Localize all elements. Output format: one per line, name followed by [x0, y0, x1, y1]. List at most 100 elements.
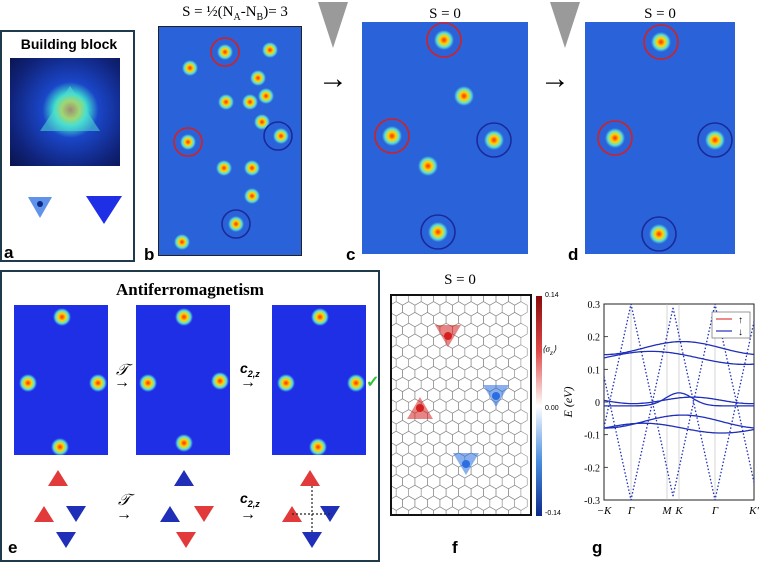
adatom [651, 32, 671, 52]
lattice-cell [420, 420, 434, 436]
colorbar-mid: 0.00 [545, 405, 559, 412]
lattice-cell [452, 430, 466, 446]
lattice-cell [402, 495, 416, 511]
afm-config-3-adatoms [277, 308, 365, 455]
lattice-cell [458, 333, 472, 349]
lattice-cell [395, 296, 410, 306]
lattice-cell [433, 312, 447, 328]
lattice-cell [514, 474, 528, 490]
adatom [89, 374, 107, 392]
x-tick-label: M [661, 505, 672, 517]
lattice-cell [495, 506, 509, 514]
lattice-cell [395, 420, 410, 436]
panel-e-title: Antiferromagnetism [116, 280, 264, 299]
lattice-cell [427, 344, 441, 360]
lattice-cell [501, 474, 515, 490]
adatom [347, 374, 365, 392]
adatom [244, 160, 260, 176]
adatom [228, 216, 244, 232]
lattice-cell [495, 420, 509, 436]
building-block-lattice [28, 197, 52, 218]
lattice-cell [495, 484, 509, 500]
lattice-cell [392, 301, 403, 317]
panel-c-title: S = 0 [429, 6, 461, 22]
spin-density-map [390, 294, 532, 516]
arrow-c-to-d: → [540, 62, 570, 95]
lattice-cell [495, 296, 509, 306]
lattice-cell [501, 344, 515, 360]
lattice-cell [508, 463, 522, 479]
panel-c-adatoms [374, 22, 512, 250]
lattice-cell [414, 430, 428, 446]
lattice-cell [420, 312, 434, 328]
lattice-cell [483, 296, 497, 306]
lattice-cell [514, 344, 528, 360]
lattice-cell [477, 344, 491, 360]
lattice-cell [495, 441, 509, 457]
lattice-cell [464, 387, 478, 403]
arrow-e3: → [116, 506, 132, 523]
lattice-cell [514, 409, 528, 425]
lattice-cell [464, 344, 478, 360]
lattice-cell [392, 387, 403, 403]
lattice-cell [495, 355, 509, 371]
colorbar-label: ⟨σz⟩ [542, 344, 557, 357]
lattice-cell [445, 484, 459, 500]
x-tick-label: −K [597, 505, 612, 517]
lattice-cell [514, 301, 528, 317]
adatom-ring [263, 121, 293, 151]
x-tick-label: K [674, 505, 683, 517]
triangle-up [34, 506, 54, 522]
lattice-cell [414, 452, 428, 468]
lattice-cell [408, 420, 422, 436]
lattice-cell [452, 495, 466, 511]
lattice-cell [402, 387, 416, 403]
lattice-cell [445, 376, 459, 392]
lattice-cell [420, 333, 434, 349]
lattice-cell [464, 430, 478, 446]
lattice-cell [470, 333, 484, 349]
lattice-cell [477, 301, 491, 317]
lattice-cell [501, 452, 515, 468]
adatom-ring [697, 122, 733, 158]
lattice-cell [458, 484, 472, 500]
lattice-cell [408, 333, 422, 349]
lattice-cell [501, 495, 515, 511]
lattice-cell [392, 495, 403, 511]
band-line [672, 303, 755, 497]
lattice-cell [420, 441, 434, 457]
lattice-cell [470, 296, 484, 306]
x-tick-label: K′ [748, 505, 759, 517]
lattice-cell [420, 506, 434, 514]
lattice-cell [495, 333, 509, 349]
lattice-cell [408, 506, 422, 514]
lattice-cell [433, 420, 447, 436]
lattice-cell [445, 420, 459, 436]
lattice-cell [483, 420, 497, 436]
lattice-cell [483, 441, 497, 457]
panel-e-frame [0, 270, 380, 562]
lattice-cell [464, 474, 478, 490]
lattice-cell [420, 376, 434, 392]
lattice-cell [477, 430, 491, 446]
adatom [705, 130, 725, 150]
legend-down-label: ↓ [738, 327, 743, 338]
lattice-cell [392, 507, 397, 514]
lattice-cell [420, 484, 434, 500]
op-c2z: c2,z [240, 360, 260, 379]
lattice-cell [427, 387, 441, 403]
adatom [216, 160, 232, 176]
panel-b-title: S = ½(NA-NB)= 3 [182, 4, 288, 23]
panel-d-title: S = 0 [644, 6, 676, 22]
lattice-cell [489, 366, 503, 382]
lattice-cell [477, 322, 491, 338]
lattice-cell [508, 484, 522, 500]
op-c2z-2: c2,z [240, 490, 260, 509]
lattice-cell [514, 366, 528, 382]
lattice-cell [439, 387, 453, 403]
adatom [434, 30, 454, 50]
lattice-cell [477, 409, 491, 425]
lattice-cell [445, 296, 459, 306]
lattice-cell [408, 296, 422, 306]
lattice-cell [514, 322, 528, 338]
